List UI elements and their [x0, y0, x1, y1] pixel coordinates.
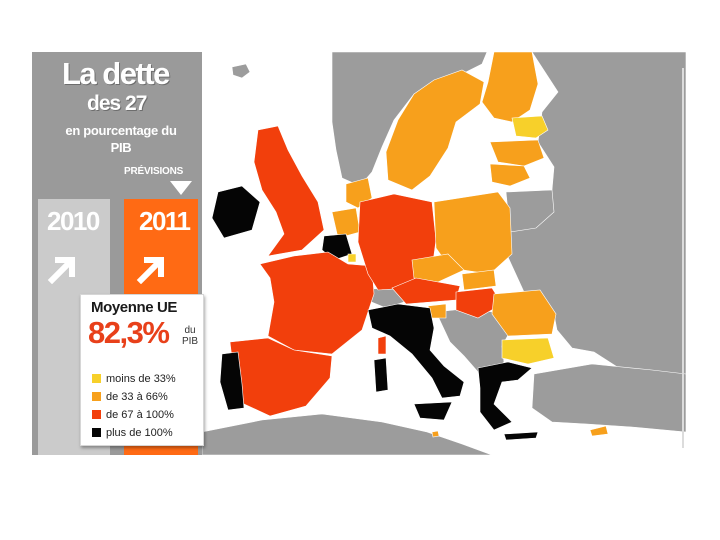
region-republique-tcheque	[411, 253, 465, 283]
region-luxembourg	[347, 253, 357, 263]
legend-item: de 67 à 100%	[92, 409, 174, 422]
region-royaume-uni	[253, 125, 325, 257]
region-lituanie	[489, 163, 531, 187]
region-france	[259, 251, 375, 355]
year-2011: 2011	[139, 206, 191, 236]
region-portugal	[219, 351, 245, 411]
legend-item: de 33 à 66%	[92, 391, 168, 404]
previsions-label: PRÉVISIONS	[124, 166, 184, 177]
region-bulgarie	[501, 337, 555, 365]
legend-item-label: moins de 33%	[106, 373, 176, 385]
up-right-arrow-icon	[47, 257, 75, 284]
region-grece	[477, 361, 533, 431]
swatch-icon	[92, 410, 101, 419]
iceland-land	[231, 63, 251, 79]
frame-edge	[682, 68, 684, 448]
up-right-arrow-icon	[136, 257, 164, 284]
legend-heading: Moyenne UE	[91, 299, 178, 316]
swatch-icon	[92, 374, 101, 383]
legend-item-label: de 67 à 100%	[106, 409, 174, 421]
region-sicile	[413, 401, 453, 421]
turkey-land	[531, 363, 686, 433]
subtitle: en pourcentage du PIB	[65, 123, 177, 155]
region-slovaquie	[461, 269, 497, 291]
region-crete	[503, 431, 539, 441]
region-estonie	[511, 115, 549, 139]
region-corse	[377, 335, 387, 355]
legend-box: Moyenne UE 82,3% du PIB moins de 33% de …	[80, 294, 204, 446]
north-africa-land	[201, 413, 493, 455]
region-lettonie	[489, 139, 545, 167]
region-pays-bas	[331, 207, 361, 239]
swatch-icon	[92, 392, 101, 401]
legend-item-label: de 33 à 66%	[106, 391, 168, 403]
map-infographic: La dette des 27 en pourcentage du PIB PR…	[32, 52, 686, 455]
eu-average-value: 82,3%	[88, 315, 170, 350]
region-hongrie	[455, 287, 503, 319]
eu-countries	[211, 52, 609, 441]
title-line2: des 27	[87, 92, 147, 115]
legend-item-label: plus de 100%	[106, 427, 173, 439]
region-italie	[367, 303, 465, 399]
region-irlande	[211, 185, 261, 239]
average-unit: du PIB	[181, 325, 199, 347]
region-pologne	[433, 191, 513, 275]
legend-item: moins de 33%	[92, 373, 176, 386]
legend-item: plus de 100%	[92, 427, 173, 440]
region-roumanie	[491, 289, 557, 337]
swatch-icon	[92, 428, 101, 437]
region-sardaigne	[373, 357, 389, 393]
region-malte	[431, 430, 440, 438]
region-suede	[385, 69, 485, 191]
year-2010: 2010	[47, 206, 100, 236]
title-line1: La dette	[62, 56, 170, 91]
norway-land	[331, 52, 488, 187]
europe-map	[201, 52, 686, 455]
region-chypre	[589, 425, 609, 437]
down-triangle-icon	[170, 181, 192, 195]
region-finlande	[481, 52, 539, 123]
